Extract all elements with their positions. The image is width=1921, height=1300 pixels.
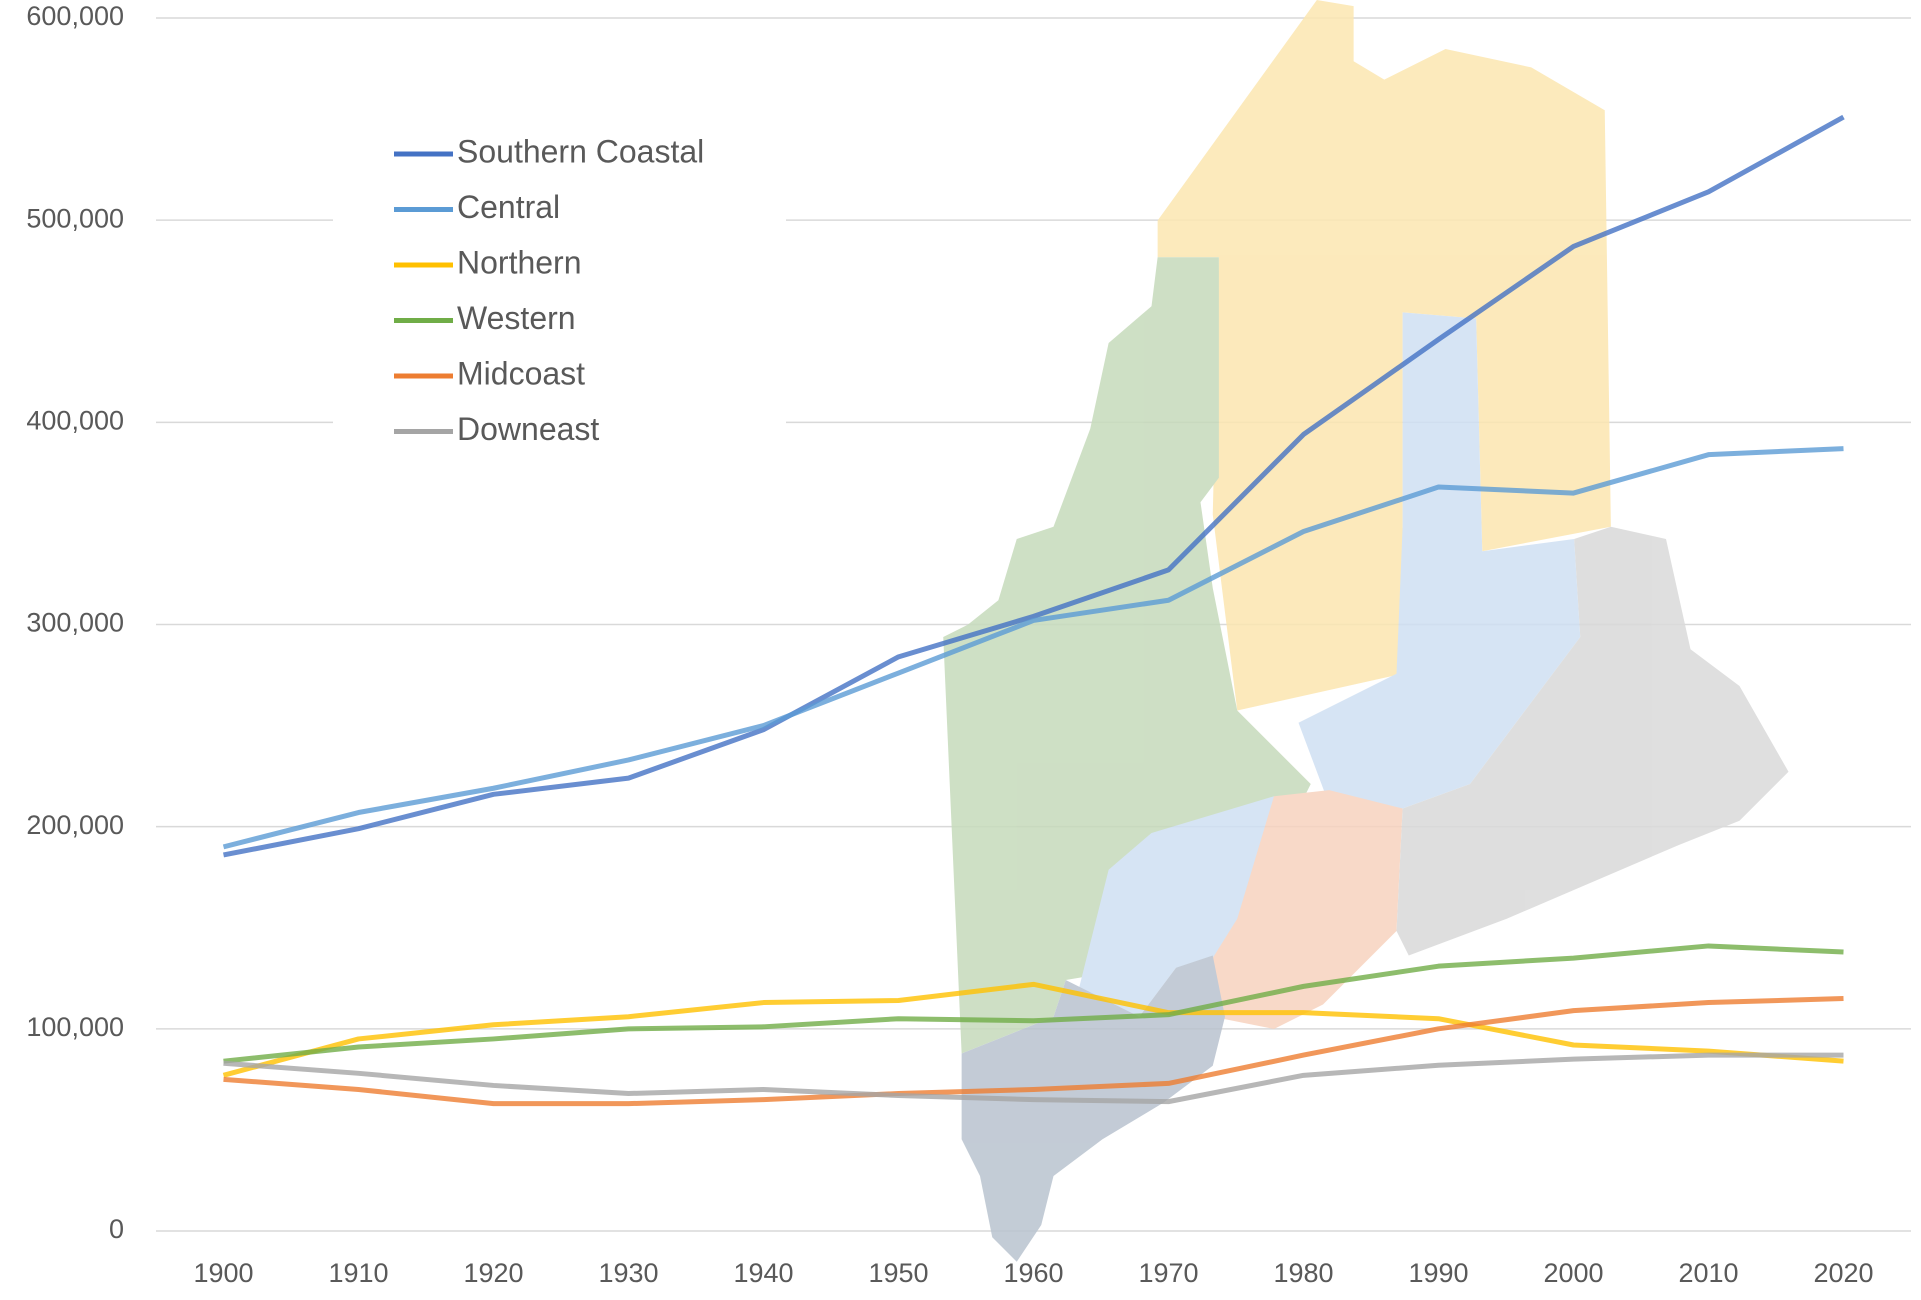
legend-label: Downeast	[457, 411, 599, 447]
lines	[222, 114, 1845, 1107]
series-line	[223, 996, 1844, 1107]
map-western	[943, 257, 1311, 1054]
series-line	[223, 114, 1845, 858]
x-tick-label: 1960	[1003, 1258, 1063, 1288]
x-tick-label: 1990	[1408, 1258, 1468, 1288]
x-tick-label: 1930	[598, 1258, 658, 1288]
x-tick-label: 1910	[328, 1258, 388, 1288]
x-tick-label: 2000	[1543, 1258, 1603, 1288]
legend: Southern Coastal Central Northern Western Mi…	[394, 133, 704, 447]
y-tick-label: 500,000	[26, 203, 124, 233]
y-tick-label: 0	[109, 1214, 124, 1244]
y-tick-label: 600,000	[26, 1, 124, 31]
map-midcoast	[1206, 790, 1403, 1029]
series-line	[223, 943, 1844, 1064]
legend-box	[333, 115, 786, 465]
x-tick-label: 1900	[193, 1258, 253, 1288]
series-line	[223, 1052, 1844, 1105]
map-central	[1298, 312, 1581, 821]
x-tick-label: 2020	[1813, 1258, 1873, 1288]
series-line	[222, 446, 1844, 850]
y-tick-label: 200,000	[26, 810, 124, 840]
legend-label: Southern Coastal	[457, 133, 704, 169]
legend-label: Midcoast	[457, 355, 585, 391]
x-tick-label: 2010	[1678, 1258, 1738, 1288]
x-tick-label: 1950	[868, 1258, 928, 1288]
x-tick-label: 1920	[463, 1258, 523, 1288]
legend-label: Western	[457, 300, 576, 336]
y-tick-label: 100,000	[26, 1012, 124, 1042]
map-southern	[961, 955, 1225, 1262]
map-northern	[1157, 0, 1611, 711]
legend-label: Central	[457, 189, 560, 225]
x-tick-label: 1980	[1273, 1258, 1333, 1288]
x-tick-label: 1970	[1138, 1258, 1198, 1288]
y-tick-label: 400,000	[26, 405, 124, 435]
x-tick-label: 1940	[733, 1258, 793, 1288]
map-downeast	[1396, 526, 1789, 956]
legend-label: Northern	[457, 244, 582, 280]
y-tick-label: 300,000	[26, 608, 124, 638]
maine-map	[943, 0, 1789, 1262]
series-line	[222, 981, 1844, 1078]
